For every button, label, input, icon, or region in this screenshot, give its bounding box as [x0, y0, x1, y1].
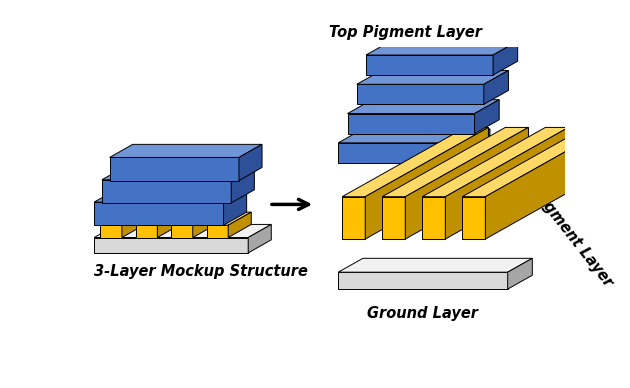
Polygon shape [348, 114, 474, 133]
Polygon shape [94, 237, 248, 253]
Polygon shape [110, 144, 262, 158]
Polygon shape [365, 127, 488, 239]
Polygon shape [366, 55, 493, 75]
Polygon shape [508, 258, 532, 289]
Text: Top Pigment Layer: Top Pigment Layer [329, 24, 482, 40]
Polygon shape [171, 212, 216, 225]
Polygon shape [100, 225, 122, 237]
Polygon shape [462, 127, 609, 197]
Polygon shape [466, 129, 490, 163]
Polygon shape [102, 167, 255, 180]
Polygon shape [338, 129, 490, 143]
Polygon shape [462, 197, 485, 239]
Polygon shape [248, 224, 272, 253]
Polygon shape [228, 212, 251, 237]
Polygon shape [348, 100, 499, 114]
Polygon shape [135, 212, 180, 225]
Polygon shape [224, 189, 246, 225]
Polygon shape [342, 197, 365, 239]
Polygon shape [357, 84, 484, 104]
Polygon shape [342, 127, 488, 197]
Polygon shape [110, 158, 239, 180]
Polygon shape [207, 212, 251, 225]
Polygon shape [366, 41, 518, 55]
Polygon shape [94, 224, 272, 237]
Polygon shape [158, 212, 180, 237]
Polygon shape [239, 144, 262, 180]
Polygon shape [207, 225, 228, 237]
Polygon shape [193, 212, 216, 237]
Polygon shape [382, 197, 405, 239]
Polygon shape [445, 127, 568, 239]
Polygon shape [422, 197, 445, 239]
Polygon shape [135, 225, 158, 237]
Text: Ground Layer: Ground Layer [367, 306, 478, 321]
Polygon shape [382, 127, 529, 197]
Polygon shape [100, 212, 145, 225]
Text: Bottom Pigment Layer: Bottom Pigment Layer [490, 135, 615, 289]
Polygon shape [338, 143, 466, 163]
Polygon shape [102, 180, 231, 203]
Polygon shape [94, 202, 224, 225]
Polygon shape [422, 127, 568, 197]
Polygon shape [493, 41, 518, 75]
Polygon shape [94, 189, 246, 202]
Polygon shape [474, 100, 499, 133]
Polygon shape [122, 212, 145, 237]
Polygon shape [171, 225, 193, 237]
Polygon shape [231, 167, 255, 203]
Polygon shape [405, 127, 529, 239]
Polygon shape [357, 71, 508, 84]
Polygon shape [338, 258, 532, 272]
Polygon shape [485, 127, 609, 239]
Polygon shape [338, 272, 508, 289]
Polygon shape [484, 71, 508, 104]
Text: 3-Layer Mockup Structure: 3-Layer Mockup Structure [94, 264, 308, 279]
